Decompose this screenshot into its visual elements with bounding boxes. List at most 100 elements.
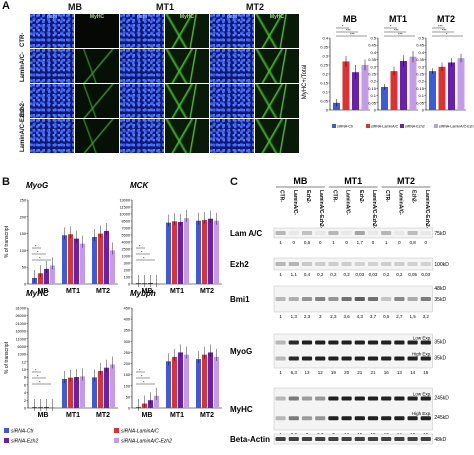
c-quant-value: 0 bbox=[293, 240, 296, 245]
a-bar bbox=[448, 62, 455, 110]
b-bar bbox=[104, 367, 109, 408]
a-tick-label: 0.15 bbox=[416, 86, 425, 91]
c-band bbox=[407, 416, 418, 421]
c-quant-value: 1,7 bbox=[357, 240, 364, 245]
b-tick-label: 6 bbox=[24, 383, 26, 387]
a-tick-label: 0.15 bbox=[320, 81, 329, 86]
a-tick-label: 0.05 bbox=[320, 99, 329, 104]
c-marker-label: 75kD bbox=[434, 231, 446, 237]
b-category-label: MT2 bbox=[200, 412, 214, 419]
a-legend-label: siRNA-Ezh2 bbox=[405, 125, 425, 129]
c-band bbox=[341, 340, 352, 345]
c-band bbox=[420, 437, 431, 441]
myhc-image bbox=[165, 84, 209, 118]
b-tick-label: 50 bbox=[126, 395, 130, 399]
c-band bbox=[381, 416, 392, 421]
c-quant-value: 0 bbox=[345, 240, 348, 245]
dapi-image bbox=[30, 84, 74, 118]
c-lane-label: CTR- bbox=[279, 190, 285, 202]
c-band bbox=[394, 396, 405, 401]
dapi-image bbox=[120, 119, 164, 153]
b-tick-label: 12 bbox=[22, 360, 26, 364]
c-band bbox=[288, 416, 299, 421]
a-sig-stars: *** bbox=[442, 28, 447, 33]
a-tick-label: 0.25 bbox=[320, 63, 329, 68]
b-tick-label: 2 bbox=[24, 399, 26, 403]
c-band bbox=[301, 262, 313, 266]
b-gene-title: MCK bbox=[130, 181, 149, 190]
c-quant-value: 3,2 bbox=[423, 314, 430, 319]
c-band bbox=[341, 416, 352, 421]
b-category-label: MB bbox=[38, 412, 49, 419]
c-blot-membrane bbox=[273, 387, 433, 431]
a-tick-label: 0.05 bbox=[368, 100, 377, 105]
c-band bbox=[394, 356, 405, 361]
c-quant-value: 1 bbox=[332, 240, 335, 245]
c-marker-label: 35kD bbox=[434, 340, 446, 346]
c-band bbox=[354, 416, 365, 421]
a-tick-label: 0.35 bbox=[416, 57, 425, 62]
channel-label: dapi bbox=[226, 14, 238, 20]
c-blot-name: Lam A/C bbox=[230, 229, 262, 238]
a-tick-label: 0.1 bbox=[370, 93, 376, 98]
c-lane-label: LaminA/C- bbox=[345, 190, 351, 215]
c-band bbox=[420, 396, 431, 401]
a-legend-swatch bbox=[400, 124, 404, 128]
c-band bbox=[367, 437, 379, 441]
c-band bbox=[394, 437, 405, 441]
b-ylabel: % of transcript bbox=[4, 225, 10, 258]
b-category-label: MT2 bbox=[96, 288, 110, 295]
a-tick-label: 0.25 bbox=[416, 72, 425, 77]
c-band bbox=[420, 262, 431, 266]
myhc-image bbox=[75, 84, 119, 118]
c-exposure-label: High Exp. bbox=[412, 411, 432, 416]
c-quant-value: 0,2 bbox=[317, 272, 324, 277]
b-sig-stars: * bbox=[35, 244, 37, 249]
c-quant-value: 19 bbox=[331, 370, 337, 375]
c-quant-value: 1,1 bbox=[291, 272, 298, 277]
c-marker-label: 245kD bbox=[434, 415, 449, 421]
b-bar bbox=[92, 377, 97, 408]
c-quant-value: 0 bbox=[372, 240, 375, 245]
c-quant-value: 2,7 bbox=[396, 314, 403, 319]
b-tick-label: 450 bbox=[124, 307, 130, 311]
c-quant-value: 0,03 bbox=[421, 272, 430, 277]
c-band bbox=[328, 297, 339, 301]
c-band bbox=[315, 396, 326, 401]
c-quant-value: 0,03 bbox=[369, 272, 378, 277]
a-bar bbox=[409, 56, 417, 110]
c-band bbox=[407, 396, 418, 401]
c-band bbox=[275, 340, 286, 345]
a-bar bbox=[438, 66, 446, 110]
c-band bbox=[394, 416, 405, 421]
b-legend-label: siRNA-LaminA/C-Ezh2 bbox=[121, 439, 172, 445]
b-sig-stars: * bbox=[139, 244, 141, 249]
panel-label-b: B bbox=[2, 176, 10, 188]
c-band bbox=[420, 356, 431, 361]
c-quant-value: 0,2 bbox=[343, 272, 350, 277]
a-tick-label: 0.3 bbox=[418, 64, 424, 69]
dapi-image bbox=[30, 49, 74, 83]
c-band bbox=[288, 437, 299, 441]
b-ylabel: % of transcript bbox=[4, 341, 10, 374]
c-band bbox=[315, 231, 326, 235]
c-band bbox=[328, 437, 339, 441]
b-bar bbox=[62, 378, 67, 408]
b-legend-swatch bbox=[4, 428, 9, 433]
b-tick-label: 11000 bbox=[16, 337, 26, 341]
c-quant-value: 0,03 bbox=[355, 272, 364, 277]
c-band bbox=[275, 396, 286, 401]
c-quant-value: 4,3 bbox=[357, 314, 364, 319]
b-tick-label: 250 bbox=[124, 351, 130, 355]
b-tick-label: 150 bbox=[20, 232, 26, 236]
panel-a-chart-area: MyHC+/Total MB 0.4 0.35 0.3 0.25 0.2 0.15 0.1 0.0… bbox=[300, 0, 474, 172]
c-lane-label: Ezh2- bbox=[411, 190, 417, 204]
a-legend-label: siRNA-LaminA/C bbox=[371, 125, 399, 129]
c-band bbox=[354, 231, 365, 235]
c-band bbox=[341, 262, 352, 266]
b-bar bbox=[196, 359, 201, 408]
c-quant-value: 1 bbox=[385, 240, 388, 245]
c-band bbox=[367, 396, 379, 401]
a-tick-label: 0 bbox=[422, 108, 425, 113]
dapi-image bbox=[210, 84, 254, 118]
